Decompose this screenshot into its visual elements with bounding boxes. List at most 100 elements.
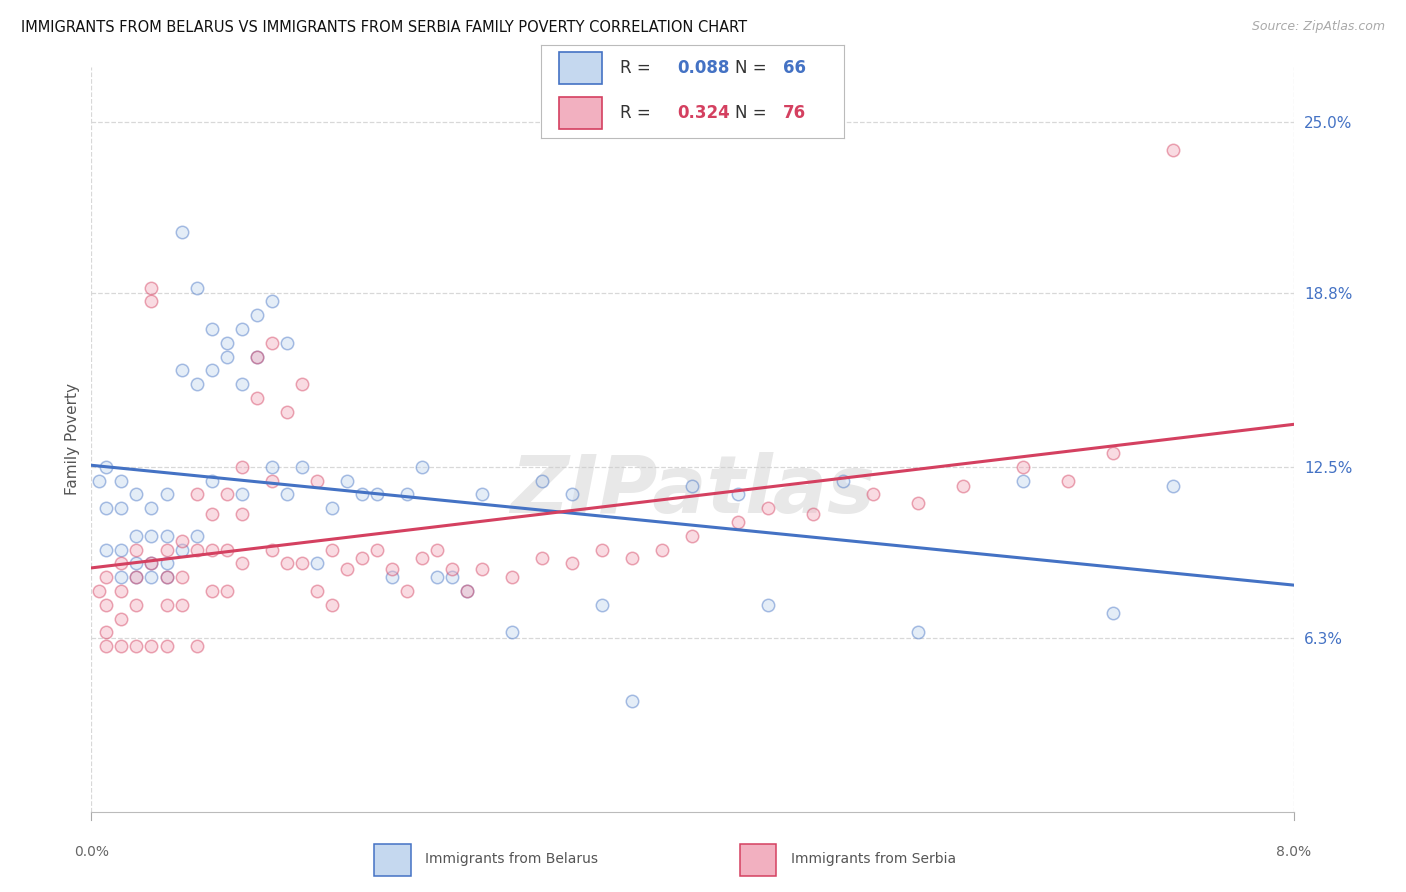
Point: [1102, 606, 1125, 620]
Point: [1161, 143, 1184, 157]
Point: [141, 529, 163, 543]
Point: [1012, 474, 1035, 488]
Point: [381, 562, 404, 576]
Point: [201, 542, 224, 557]
Point: [231, 377, 253, 392]
Point: [215, 584, 238, 599]
Point: [186, 377, 208, 392]
Point: [862, 487, 884, 501]
Point: [201, 363, 224, 377]
Point: [276, 557, 298, 571]
Point: [681, 529, 703, 543]
Text: 76: 76: [783, 104, 806, 122]
Text: 0.324: 0.324: [678, 104, 730, 122]
Point: [1161, 479, 1184, 493]
Point: [170, 363, 193, 377]
Point: [321, 598, 343, 612]
Point: [366, 542, 388, 557]
FancyBboxPatch shape: [560, 52, 602, 84]
Point: [246, 350, 269, 364]
Point: [366, 487, 388, 501]
Text: 66: 66: [783, 59, 806, 77]
Point: [621, 550, 644, 565]
Point: [350, 487, 373, 501]
Point: [110, 542, 132, 557]
Point: [110, 570, 132, 584]
Point: [110, 584, 132, 599]
Point: [1012, 459, 1035, 474]
Point: [321, 501, 343, 516]
Point: [907, 496, 929, 510]
Point: [231, 557, 253, 571]
Point: [96, 542, 118, 557]
Point: [96, 598, 118, 612]
Point: [125, 529, 148, 543]
Point: [215, 487, 238, 501]
Point: [201, 584, 224, 599]
Point: [260, 474, 283, 488]
Point: [110, 474, 132, 488]
Point: [155, 529, 177, 543]
Point: [305, 584, 328, 599]
Point: [125, 570, 148, 584]
Point: [561, 487, 583, 501]
Point: [440, 570, 463, 584]
Point: [727, 515, 749, 529]
Point: [260, 335, 283, 350]
Point: [801, 507, 824, 521]
Point: [336, 474, 359, 488]
Point: [87, 584, 110, 599]
FancyBboxPatch shape: [740, 844, 776, 876]
Point: [291, 459, 314, 474]
Point: [110, 501, 132, 516]
Point: [201, 474, 224, 488]
Text: Immigrants from Serbia: Immigrants from Serbia: [790, 852, 956, 865]
Point: [155, 570, 177, 584]
Point: [291, 377, 314, 392]
Point: [952, 479, 974, 493]
Point: [125, 557, 148, 571]
Point: [125, 639, 148, 653]
Point: [471, 562, 494, 576]
Point: [501, 625, 523, 640]
Point: [96, 459, 118, 474]
Point: [215, 335, 238, 350]
Point: [125, 598, 148, 612]
Point: [155, 542, 177, 557]
Point: [110, 557, 132, 571]
Point: [831, 474, 853, 488]
Point: [141, 570, 163, 584]
Point: [531, 550, 554, 565]
Y-axis label: Family Poverty: Family Poverty: [65, 384, 80, 495]
Point: [141, 557, 163, 571]
Point: [215, 350, 238, 364]
Point: [246, 350, 269, 364]
Point: [321, 542, 343, 557]
Point: [141, 280, 163, 294]
Point: [186, 280, 208, 294]
Point: [246, 391, 269, 405]
Text: IMMIGRANTS FROM BELARUS VS IMMIGRANTS FROM SERBIA FAMILY POVERTY CORRELATION CHA: IMMIGRANTS FROM BELARUS VS IMMIGRANTS FR…: [21, 20, 747, 35]
Point: [381, 570, 404, 584]
Point: [141, 294, 163, 309]
Point: [276, 405, 298, 419]
Point: [141, 557, 163, 571]
Point: [426, 570, 449, 584]
Point: [336, 562, 359, 576]
Point: [155, 487, 177, 501]
Point: [155, 557, 177, 571]
Point: [170, 534, 193, 549]
Text: Source: ZipAtlas.com: Source: ZipAtlas.com: [1251, 20, 1385, 33]
Text: 0.0%: 0.0%: [75, 845, 108, 859]
Point: [305, 557, 328, 571]
Point: [110, 612, 132, 626]
Point: [305, 474, 328, 488]
Point: [155, 598, 177, 612]
Point: [96, 501, 118, 516]
Text: N =: N =: [735, 104, 772, 122]
Point: [170, 570, 193, 584]
Point: [231, 487, 253, 501]
Text: Immigrants from Belarus: Immigrants from Belarus: [425, 852, 598, 865]
Point: [186, 542, 208, 557]
Point: [246, 308, 269, 322]
